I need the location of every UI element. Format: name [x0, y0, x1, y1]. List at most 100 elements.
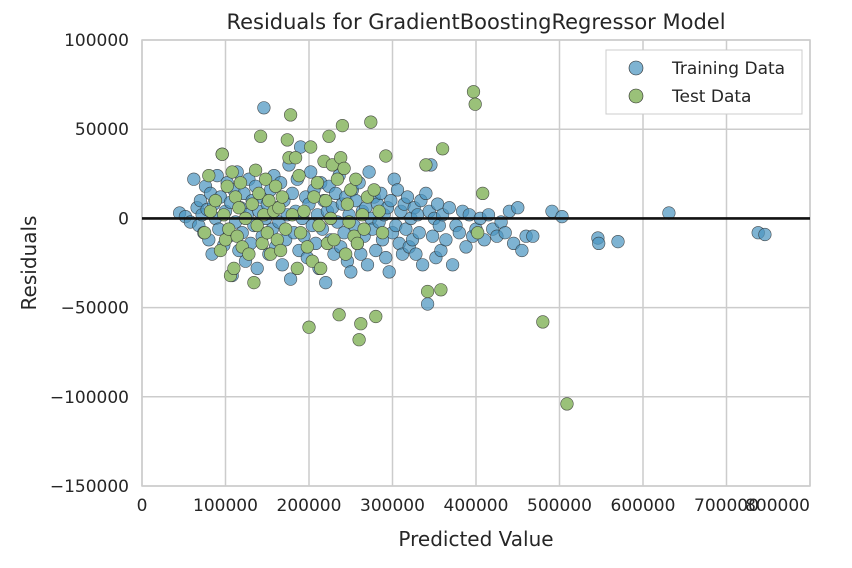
test-data-point — [312, 218, 326, 233]
test-data-point — [280, 133, 294, 147]
training-data-point — [400, 190, 415, 204]
y-tick-label: 50000 — [75, 120, 129, 140]
test-data-point — [466, 85, 481, 99]
legend-marker-test — [628, 88, 644, 104]
test-data-point — [339, 247, 353, 261]
test-data-point — [364, 115, 378, 129]
test-data-point — [332, 308, 346, 322]
x-tick-labels: 0 100000 200000 300000 400000 500000 600000 700… — [137, 496, 810, 516]
test-data-point — [350, 236, 365, 250]
test-data-point — [274, 243, 288, 258]
test-points — [198, 85, 574, 411]
x-tick-label: 0 — [137, 496, 148, 516]
x-tick-label: 800000 — [745, 496, 810, 516]
test-data-point — [302, 320, 316, 334]
training-data-point — [459, 240, 473, 254]
y-tick-label: 100000 — [64, 31, 129, 51]
test-data-point — [230, 229, 244, 243]
test-data-point — [213, 243, 228, 258]
x-tick-label: 400000 — [444, 496, 509, 516]
training-data-point — [498, 226, 512, 240]
test-data-point — [476, 186, 490, 200]
x-tick-label: 200000 — [277, 496, 342, 516]
test-data-point — [421, 284, 435, 299]
training-data-point — [511, 201, 525, 215]
test-data-point — [314, 261, 328, 276]
legend-label-test: Test Data — [671, 87, 751, 107]
scatter-points — [173, 85, 772, 411]
training-data-point — [442, 201, 456, 215]
test-data-point — [225, 165, 239, 179]
test-data-point — [232, 201, 246, 215]
x-tick-label: 100000 — [193, 496, 258, 516]
test-data-point — [304, 140, 318, 154]
x-tick-label: 700000 — [694, 496, 759, 516]
test-data-point — [379, 149, 393, 163]
test-data-point — [260, 226, 274, 240]
legend-marker-training — [628, 60, 644, 76]
test-data-point — [327, 233, 341, 247]
test-data-point — [289, 151, 303, 165]
test-data-point — [297, 204, 311, 218]
test-data-point — [369, 309, 383, 324]
test-data-point — [254, 129, 268, 143]
training-data-point — [611, 235, 625, 249]
test-data-point — [560, 397, 574, 411]
test-data-point — [227, 261, 241, 276]
test-data-point — [247, 276, 261, 290]
training-data-point — [515, 243, 529, 258]
training-data-point — [304, 165, 318, 179]
test-data-point — [340, 197, 355, 211]
test-data-point — [202, 169, 216, 183]
test-data-point — [284, 108, 298, 122]
test-data-point — [269, 179, 283, 193]
x-tick-label: 600000 — [611, 496, 676, 516]
plot-frame — [141, 39, 811, 487]
x-tick-label: 300000 — [360, 496, 425, 516]
training-data-point — [344, 265, 358, 279]
test-data-point — [372, 204, 386, 218]
y-axis-title: Residuals — [17, 216, 41, 311]
test-data-point — [290, 261, 304, 276]
test-data-point — [245, 197, 259, 211]
test-data-point — [335, 118, 350, 133]
test-data-point — [367, 183, 381, 197]
legend-box — [605, 49, 803, 115]
training-data-point — [452, 226, 466, 240]
test-data-point — [344, 183, 358, 197]
training-data-point — [434, 243, 448, 258]
training-data-point — [187, 172, 201, 186]
y-tick-label: 0 — [118, 209, 129, 229]
test-data-point — [354, 317, 368, 331]
test-data-point — [349, 172, 363, 186]
test-data-point — [536, 315, 550, 329]
training-data-point — [369, 243, 383, 258]
test-data-point — [233, 176, 248, 190]
training-data-point — [592, 236, 606, 250]
training-data-point — [284, 272, 298, 286]
test-data-point — [275, 190, 289, 204]
training-data-point — [446, 258, 460, 272]
training-data-point — [382, 265, 396, 279]
chart-title: Residuals for GradientBoostingRegressor … — [226, 10, 725, 34]
training-data-point — [426, 229, 440, 243]
training-data-point — [555, 210, 569, 224]
test-data-point — [330, 172, 345, 186]
training-data-point — [257, 101, 271, 115]
test-data-point — [419, 158, 433, 172]
test-data-point — [322, 129, 336, 143]
training-data-point — [250, 261, 264, 276]
training-data-point — [275, 258, 289, 272]
test-data-point — [434, 283, 448, 297]
test-data-point — [310, 176, 325, 190]
test-data-point — [198, 226, 212, 240]
test-data-point — [242, 247, 256, 261]
test-data-point — [337, 161, 351, 175]
x-axis-title: Predicted Value — [398, 527, 553, 551]
y-tick-labels: 100000 50000 0 −50000 −100000 −150000 — [50, 31, 129, 497]
test-data-point — [468, 97, 482, 111]
training-data-point — [362, 165, 376, 179]
test-data-point — [357, 222, 371, 236]
training-data-point — [319, 276, 333, 290]
